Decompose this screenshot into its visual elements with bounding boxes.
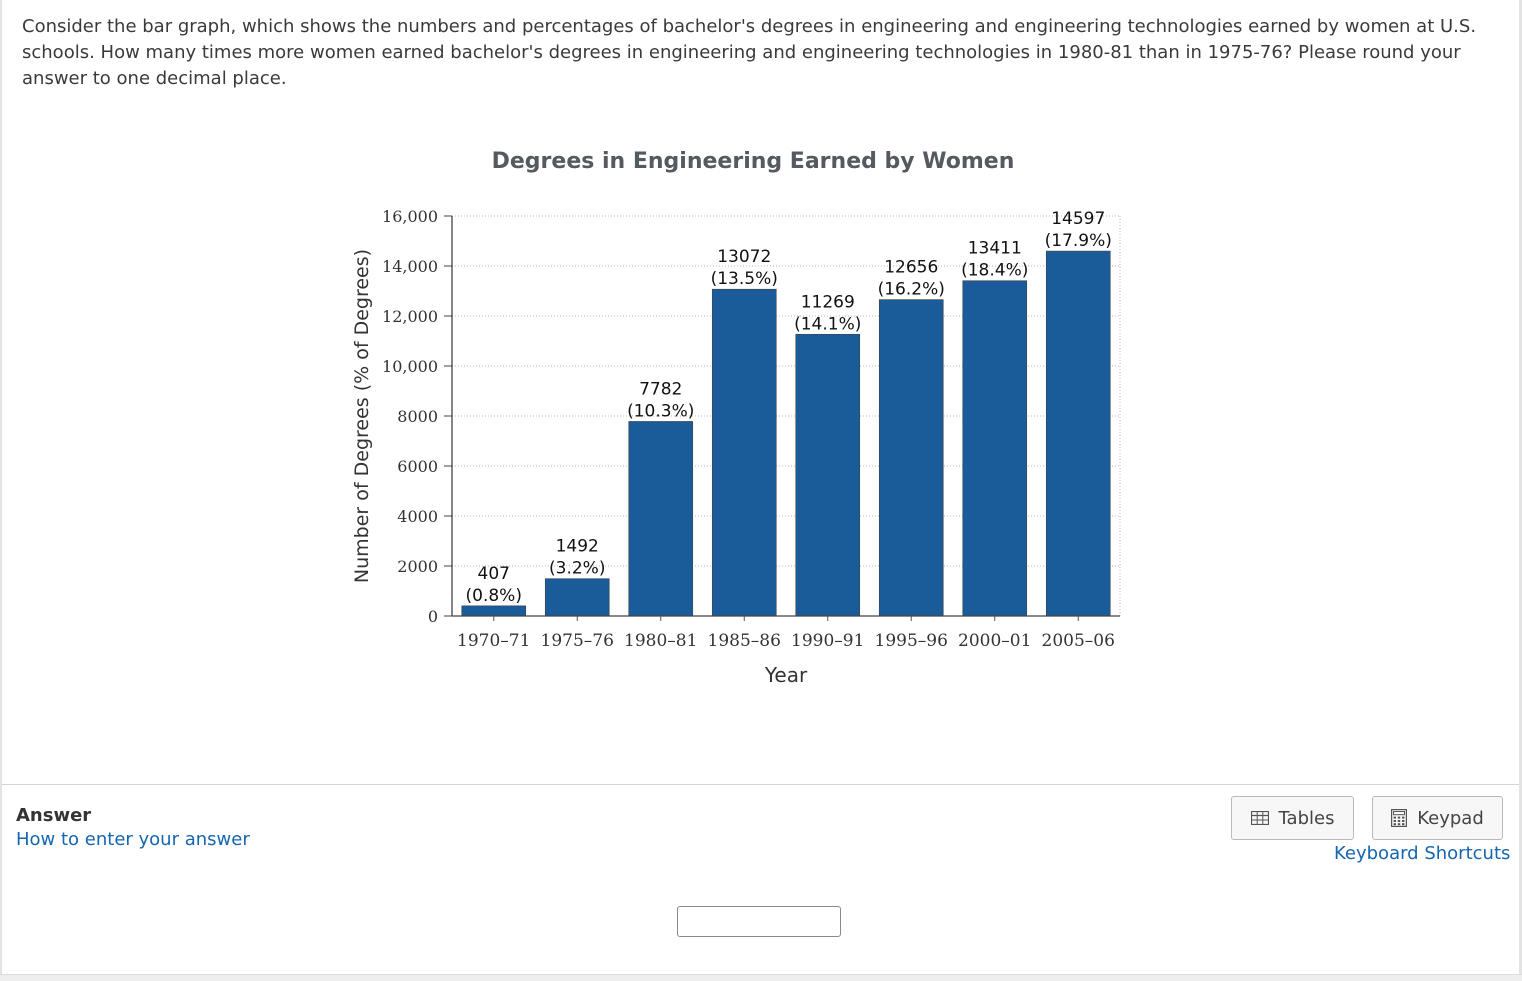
bar (962, 280, 1028, 617)
bar-value-label: 14597 (1051, 209, 1105, 229)
bar (795, 333, 861, 617)
answer-label: Answer (16, 805, 92, 826)
y-tick-label: 12,000 (382, 307, 438, 326)
bar-value-label: 407 (478, 564, 510, 584)
y-tick-label: 0 (428, 607, 438, 626)
bar (711, 288, 777, 617)
bar-value-label: 13411 (968, 239, 1022, 259)
frame-bottom-border (0, 974, 1522, 981)
bar-percent-label: (3.2%) (549, 559, 605, 579)
y-tick-label: 10,000 (382, 357, 438, 376)
x-axis-label: Year (764, 663, 808, 687)
how-to-enter-answer-link[interactable]: How to enter your answer (16, 829, 250, 850)
tables-button-label: Tables (1278, 807, 1335, 829)
bar-value-label: 13072 (717, 247, 771, 267)
tables-button[interactable]: Tables (1231, 796, 1354, 840)
bar-percent-label: (14.1%) (794, 314, 861, 334)
y-axis-label: Number of Degrees (% of Degrees) (351, 249, 373, 583)
bar (1045, 250, 1111, 617)
y-tick-label: 14,000 (382, 257, 438, 276)
bar-percent-label: (16.2%) (878, 280, 945, 300)
bar-value-label: 1492 (556, 537, 599, 557)
x-tick-label: 1985–86 (708, 631, 781, 651)
chart-canvas: Degrees in Engineering Earned by Women 40… (351, 149, 1121, 687)
bar-value-label: 11269 (801, 292, 855, 312)
chart-title: Degrees in Engineering Earned by Women (492, 149, 1015, 174)
frame-left-border (0, 0, 2, 980)
keypad-button-label: Keypad (1417, 807, 1484, 829)
y-tick-label: 16,000 (382, 207, 438, 226)
frame-right-border (1519, 0, 1522, 980)
x-tick-label: 2005–06 (1042, 631, 1115, 651)
bar (878, 299, 944, 617)
answer-divider (2, 784, 1519, 785)
x-tick-label: 1990–91 (791, 631, 864, 651)
bar-percent-label: (0.8%) (466, 586, 522, 606)
x-tick-label: 2000–01 (958, 631, 1031, 651)
y-tick-label: 2000 (397, 557, 438, 576)
keypad-icon (1391, 809, 1408, 827)
x-tick-label: 1995–96 (875, 631, 948, 651)
x-tick-label: 1975–76 (541, 631, 614, 651)
answer-input[interactable] (677, 906, 841, 937)
bar-value-label: 12656 (884, 258, 938, 278)
table-icon (1250, 810, 1269, 826)
bar-chart: Degrees in Engineering Earned by Women 40… (351, 149, 1121, 687)
keyboard-shortcuts-link[interactable]: Keyboard Shortcuts (1334, 843, 1511, 864)
bar (628, 421, 694, 617)
bar-percent-label: (18.4%) (961, 261, 1028, 281)
x-tick-label: 1970–71 (457, 631, 530, 651)
y-tick-label: 8000 (397, 407, 438, 426)
bar (544, 578, 610, 617)
bar-percent-label: (10.3%) (627, 401, 694, 421)
y-tick-label: 6000 (397, 457, 438, 476)
question-text: Consider the bar graph, which shows the … (22, 16, 1477, 89)
bar-value-label: 7782 (639, 379, 682, 399)
bar-percent-label: (13.5%) (711, 269, 778, 289)
x-tick-label: 1980–81 (624, 631, 697, 651)
bar-percent-label: (17.9%) (1045, 231, 1112, 251)
bar (461, 605, 527, 617)
keypad-button[interactable]: Keypad (1372, 796, 1503, 840)
y-tick-label: 4000 (397, 507, 438, 526)
